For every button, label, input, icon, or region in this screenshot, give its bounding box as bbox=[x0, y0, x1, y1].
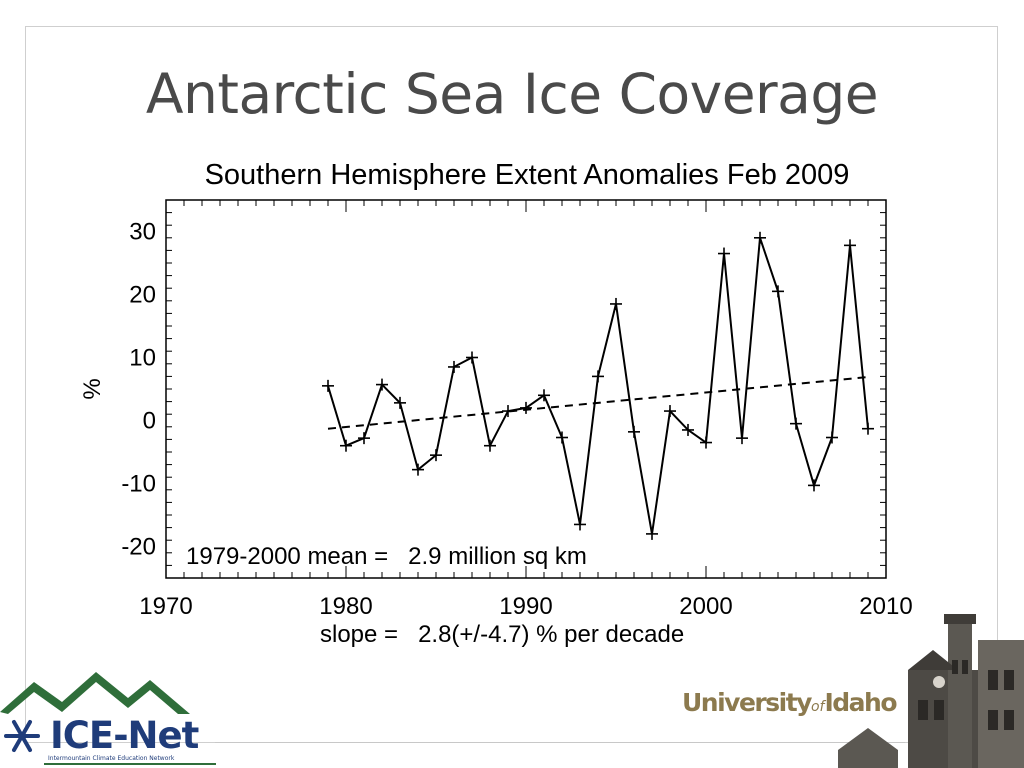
y-tick-label: 0 bbox=[143, 408, 156, 435]
y-tick-label: 30 bbox=[129, 219, 156, 246]
x-tick-label: 1970 bbox=[139, 593, 192, 620]
clock-icon bbox=[933, 676, 945, 688]
data-point bbox=[628, 425, 640, 438]
slide-title: Antarctic Sea Ice Coverage bbox=[145, 62, 879, 126]
data-point bbox=[754, 231, 766, 244]
data-point bbox=[484, 439, 496, 452]
data-point bbox=[466, 351, 478, 364]
data-point bbox=[340, 439, 352, 452]
data-point bbox=[592, 370, 604, 383]
data-point bbox=[772, 285, 784, 298]
data-point bbox=[718, 247, 730, 260]
x-tick-label: 2000 bbox=[679, 593, 732, 620]
university-logo-suffix: Idaho bbox=[824, 688, 897, 717]
mean-annotation: 1979-2000 mean = 2.9 million sq km bbox=[186, 543, 587, 570]
y-tick-label: -20 bbox=[121, 534, 156, 561]
y-axis-label: % bbox=[79, 378, 106, 399]
data-point bbox=[448, 360, 460, 373]
data-point bbox=[700, 436, 712, 449]
university-logo-of: of bbox=[810, 699, 825, 715]
plot-frame bbox=[165, 199, 887, 579]
data-point bbox=[574, 518, 586, 531]
data-point bbox=[790, 417, 802, 430]
data-point bbox=[826, 431, 838, 444]
y-tick-label: -10 bbox=[121, 471, 156, 498]
series-group bbox=[322, 231, 874, 540]
data-point bbox=[502, 405, 514, 418]
data-point bbox=[556, 431, 568, 444]
footer-divider bbox=[215, 742, 905, 743]
x-tick-label: 1990 bbox=[499, 593, 552, 620]
chart-title: Southern Hemisphere Extent Anomalies Feb… bbox=[205, 159, 850, 191]
anomaly-line bbox=[327, 237, 869, 535]
data-point bbox=[322, 379, 334, 392]
university-logo-prefix: University bbox=[682, 688, 812, 717]
data-point bbox=[610, 297, 622, 310]
x-tick-label: 1980 bbox=[319, 593, 372, 620]
y-tick-label: 20 bbox=[129, 282, 156, 309]
chart-svg: Southern Hemisphere Extent Anomalies Feb… bbox=[79, 159, 913, 648]
data-point bbox=[358, 432, 370, 445]
data-point bbox=[862, 422, 874, 435]
university-logo: UniversityofIdaho bbox=[682, 688, 897, 717]
data-point bbox=[664, 405, 676, 418]
trend-line bbox=[327, 376, 869, 430]
y-tick-label: 10 bbox=[129, 345, 156, 372]
data-point bbox=[394, 396, 406, 409]
data-point bbox=[736, 432, 748, 445]
chart: Southern Hemisphere Extent Anomalies Feb… bbox=[68, 154, 930, 654]
data-point bbox=[520, 401, 532, 414]
data-point bbox=[808, 479, 820, 492]
data-point bbox=[538, 389, 550, 402]
x-tick-label: 2010 bbox=[859, 593, 912, 620]
slope-annotation: slope = 2.8(+/-4.7) % per decade bbox=[320, 621, 684, 648]
data-point bbox=[682, 423, 694, 436]
icenet-tagline: Intermountain Climate Education Network bbox=[48, 755, 175, 762]
data-point bbox=[430, 449, 442, 462]
trend-line-group bbox=[327, 376, 869, 430]
axis-ticks bbox=[165, 199, 887, 579]
slide-frame bbox=[25, 26, 998, 743]
snowflake-icon bbox=[4, 720, 40, 752]
data-point bbox=[844, 239, 856, 252]
icenet-logo bbox=[0, 672, 216, 765]
icenet-name: ICE-Net bbox=[50, 714, 199, 757]
axis-tick-labels: -20 -10 0 10 20 30 1970 1980 1990 2000 2010 bbox=[121, 219, 912, 621]
data-point bbox=[376, 378, 388, 391]
data-point bbox=[412, 463, 424, 476]
data-point bbox=[646, 527, 658, 540]
building-image bbox=[838, 614, 1024, 768]
